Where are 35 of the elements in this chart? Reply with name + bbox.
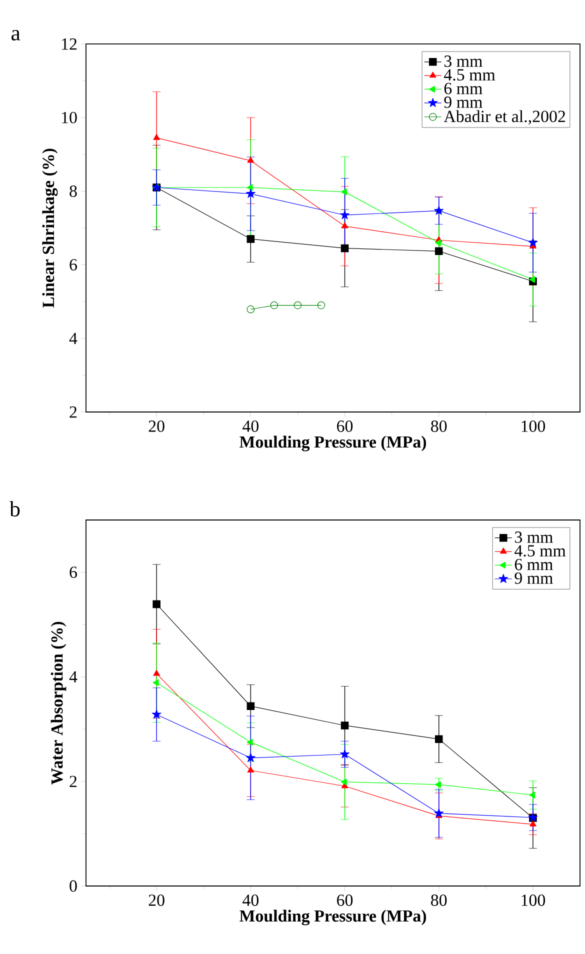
x-tick-label: 40 [242, 894, 258, 906]
legend-label: 3 mm [444, 56, 482, 67]
x-axis-title: Moulding Pressure (MPa) [240, 436, 426, 452]
x-tick-label: 60 [337, 894, 353, 906]
x-tick-label: 20 [148, 894, 164, 906]
legend-label: 6 mm [444, 82, 482, 94]
y-tick-label: 12 [62, 38, 77, 50]
legend-label: 9 mm [444, 96, 482, 108]
x-tick-label: 100 [522, 894, 546, 906]
chart-title: b [10, 501, 20, 517]
y-tick-label: 4 [69, 332, 78, 344]
x-tick-label: 80 [431, 420, 447, 432]
y-tick-label: 2 [70, 406, 77, 418]
x-tick-label: 40 [242, 420, 258, 432]
y-tick-label: 4 [69, 671, 78, 682]
legend-label: 6 mm [514, 558, 553, 570]
y-tick-label: 0 [70, 880, 77, 892]
legend-label: 4.5 mm [444, 69, 496, 81]
y-tick-label: 10 [62, 112, 77, 124]
legend-label: 3 mm [515, 532, 553, 543]
y-axis-title: Water Absorption (%) [50, 622, 66, 785]
y-axis-title: Linear Shrinkage (%) [42, 148, 58, 308]
y-tick-label: 6 [70, 259, 77, 270]
y-tick-label: 2 [70, 776, 77, 788]
legend-label: Abadir et al.,2002 [444, 110, 566, 125]
x-tick-label: 80 [431, 894, 447, 906]
y-tick-label: 6 [70, 566, 77, 578]
x-tick-label: 60 [337, 420, 353, 432]
legend-label: 9 mm [514, 572, 553, 584]
x-tick-label: 100 [522, 420, 546, 432]
x-axis-title: Moulding Pressure (MPa) [240, 910, 426, 926]
chart-title: a [12, 30, 20, 40]
legend-label: 4.5 mm [514, 545, 566, 557]
x-tick-label: 20 [148, 420, 164, 432]
y-tick-label: 8 [70, 185, 77, 197]
